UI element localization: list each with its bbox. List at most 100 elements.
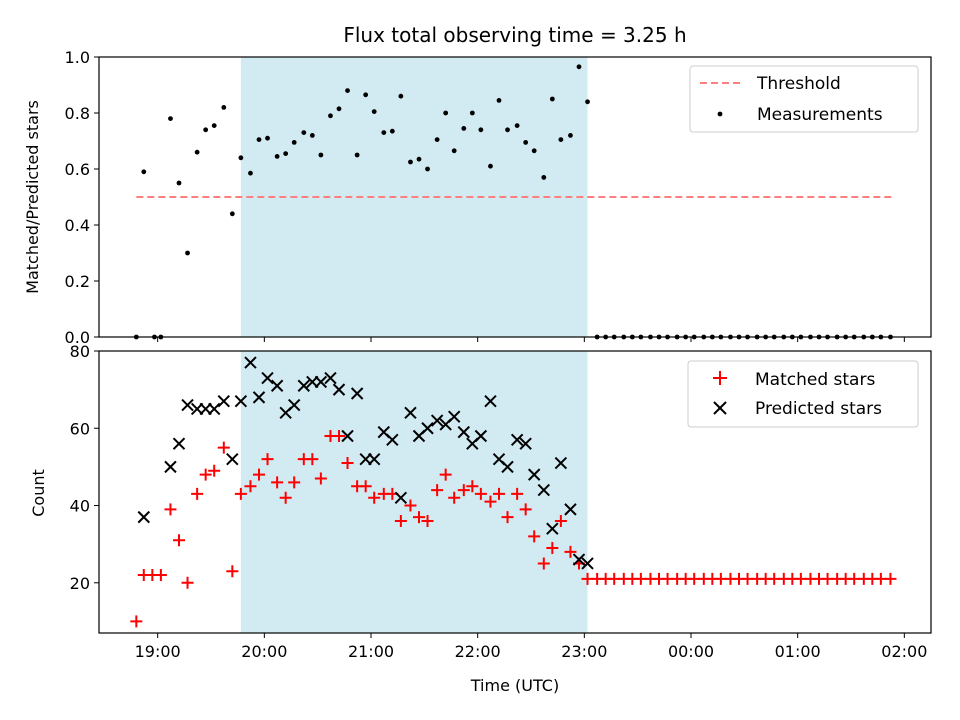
predicted-point <box>386 433 399 447</box>
bottom-x-tick-label: 23:00 <box>561 642 607 661</box>
matched-point <box>314 472 327 485</box>
measurement-point <box>523 140 529 145</box>
matched-point <box>234 487 247 500</box>
matched-point <box>431 484 444 497</box>
measurements-legend-marker <box>717 111 723 117</box>
measurement-point <box>141 169 147 175</box>
top-plot-area <box>133 57 894 340</box>
measurement-point <box>549 96 555 102</box>
predicted-point <box>244 356 257 369</box>
measurements-legend-label: Measurements <box>757 105 883 125</box>
predicted-point <box>217 395 231 408</box>
predicted-point <box>252 391 266 404</box>
matched-legend-label: Matched stars <box>755 370 875 390</box>
matched-point <box>528 530 541 543</box>
measurement-point <box>576 64 582 70</box>
measurement-point <box>274 154 280 159</box>
predicted-point <box>394 491 408 505</box>
predicted-point <box>164 460 177 474</box>
bottom-x-tick-label: 19:00 <box>135 642 181 661</box>
bottom-shaded-span <box>240 351 588 633</box>
matched-point <box>359 480 372 493</box>
predicted-point <box>474 429 488 443</box>
bottom-x-tick-label: 00:00 <box>668 642 714 661</box>
matched-point <box>173 534 185 547</box>
matched-point <box>564 545 577 558</box>
bottom-x-ticks: 19:00 20:00 21:00 22:00 23:00 00:00 01:00 02:00 <box>135 633 927 661</box>
matched-point <box>484 495 497 508</box>
measurement-point <box>514 123 520 128</box>
measurement-point <box>168 116 173 121</box>
top-y-tick-label: 0.8 <box>65 104 90 123</box>
bottom-y-tick-label: 80 <box>70 342 90 361</box>
predicted-point <box>297 379 311 392</box>
predicted-point <box>484 395 497 408</box>
predicted-point <box>554 456 568 470</box>
measurement-point <box>265 135 270 141</box>
matched-point <box>333 429 345 442</box>
measurement-point <box>478 127 484 133</box>
measurement-point <box>203 127 209 133</box>
bottom-legend-box <box>687 360 919 428</box>
matched-point <box>154 569 167 582</box>
matched-point <box>208 464 221 477</box>
predicted-point <box>404 406 417 420</box>
predicted-point <box>564 503 577 516</box>
bottom-y-ticks: 20 40 60 80 <box>70 342 99 593</box>
predicted-point <box>581 557 594 570</box>
predicted-point <box>430 414 444 427</box>
predicted-point <box>341 429 354 443</box>
measurement-point <box>363 92 369 98</box>
predicted-point <box>324 371 337 385</box>
measurement-point <box>408 159 413 165</box>
measurement-point <box>389 128 395 134</box>
measurement-point <box>531 148 537 154</box>
measurement-point <box>211 123 217 128</box>
top-y-tick-label: 0.4 <box>65 216 90 235</box>
predicted-point <box>226 452 239 466</box>
measurement-point <box>283 151 289 157</box>
matched-point <box>368 491 381 504</box>
matched-point <box>217 441 230 454</box>
predicted-point <box>314 375 328 389</box>
matched-point <box>457 484 470 497</box>
measurement-point <box>585 99 590 105</box>
bottom-x-tick-label: 20:00 <box>241 642 287 661</box>
bottom-axes-frame <box>98 350 932 634</box>
measurement-point <box>381 130 387 136</box>
predicted-legend-label: Predicted stars <box>755 399 882 419</box>
top-panel: 0.0 0.2 0.4 0.6 0.8 1.0 Matched/Predicted sta… <box>23 48 932 347</box>
bottom-x-tick-label: 21:00 <box>348 642 394 661</box>
measurement-point <box>541 175 547 180</box>
measurement-point <box>176 180 182 186</box>
predicted-point <box>527 468 541 481</box>
top-y-axis-label: Matched/Predicted stars <box>23 100 42 294</box>
matched-point <box>537 557 550 570</box>
matched-point <box>226 565 239 578</box>
measurement-point <box>194 149 200 155</box>
predicted-point <box>457 425 471 439</box>
measurement-point <box>309 133 315 138</box>
matched-point <box>404 499 417 512</box>
top-y-tick-label: 0.6 <box>65 160 90 179</box>
matched-point <box>439 468 452 481</box>
predicted-legend-marker <box>713 401 727 415</box>
measurement-point <box>328 113 333 119</box>
matched-point <box>413 511 425 524</box>
predicted-point <box>234 395 248 408</box>
measurement-point <box>291 140 297 145</box>
measurement-point <box>425 166 430 172</box>
measurement-point <box>558 137 564 143</box>
predicted-point <box>207 402 221 416</box>
predicted-point <box>137 510 151 524</box>
predicted-point <box>367 452 381 466</box>
matched-point <box>341 457 354 470</box>
predicted-point <box>270 379 284 392</box>
matched-point <box>191 487 204 500</box>
matched-point <box>271 476 284 489</box>
matched-point <box>501 511 514 524</box>
predicted-point <box>421 422 434 435</box>
matched-point <box>164 503 177 516</box>
measurement-point <box>398 93 404 99</box>
matched-point <box>244 480 257 493</box>
